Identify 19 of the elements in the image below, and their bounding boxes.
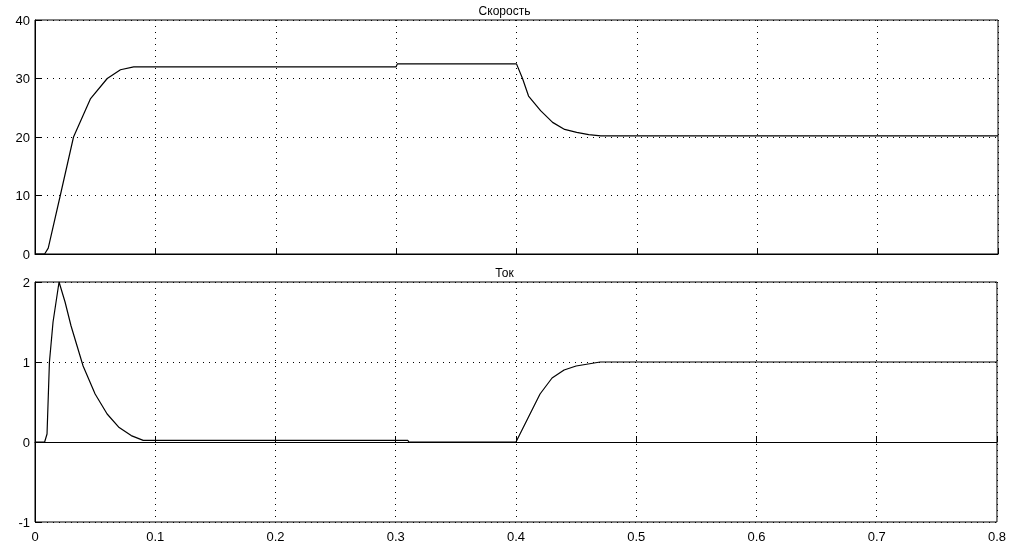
y-tick-label: 2 [22, 274, 30, 290]
chart-title: Ток [495, 266, 515, 280]
x-tick-label: 0.5 [627, 529, 646, 544]
y-tick-label: 40 [15, 12, 30, 28]
x-tick-label: 0.8 [987, 529, 1006, 544]
y-tick-label: 10 [15, 188, 30, 203]
x-tick-label: 0.4 [506, 529, 526, 544]
y-tick-label: -1 [18, 514, 30, 530]
x-tick-label: 0.3 [386, 529, 405, 544]
y-tick-label: 0 [22, 246, 30, 262]
x-tick-label: 0.6 [747, 529, 766, 544]
x-tick-label: 0.2 [266, 529, 285, 544]
y-tick-label: 1 [22, 354, 30, 370]
x-tick-label: 0.7 [867, 529, 886, 544]
y-tick-label: 20 [15, 129, 30, 145]
chart-title: Скорость [478, 4, 531, 18]
y-tick-label: 30 [15, 71, 30, 86]
y-tick-label: 0 [22, 434, 30, 450]
x-tick-label: 0.1 [146, 529, 165, 544]
